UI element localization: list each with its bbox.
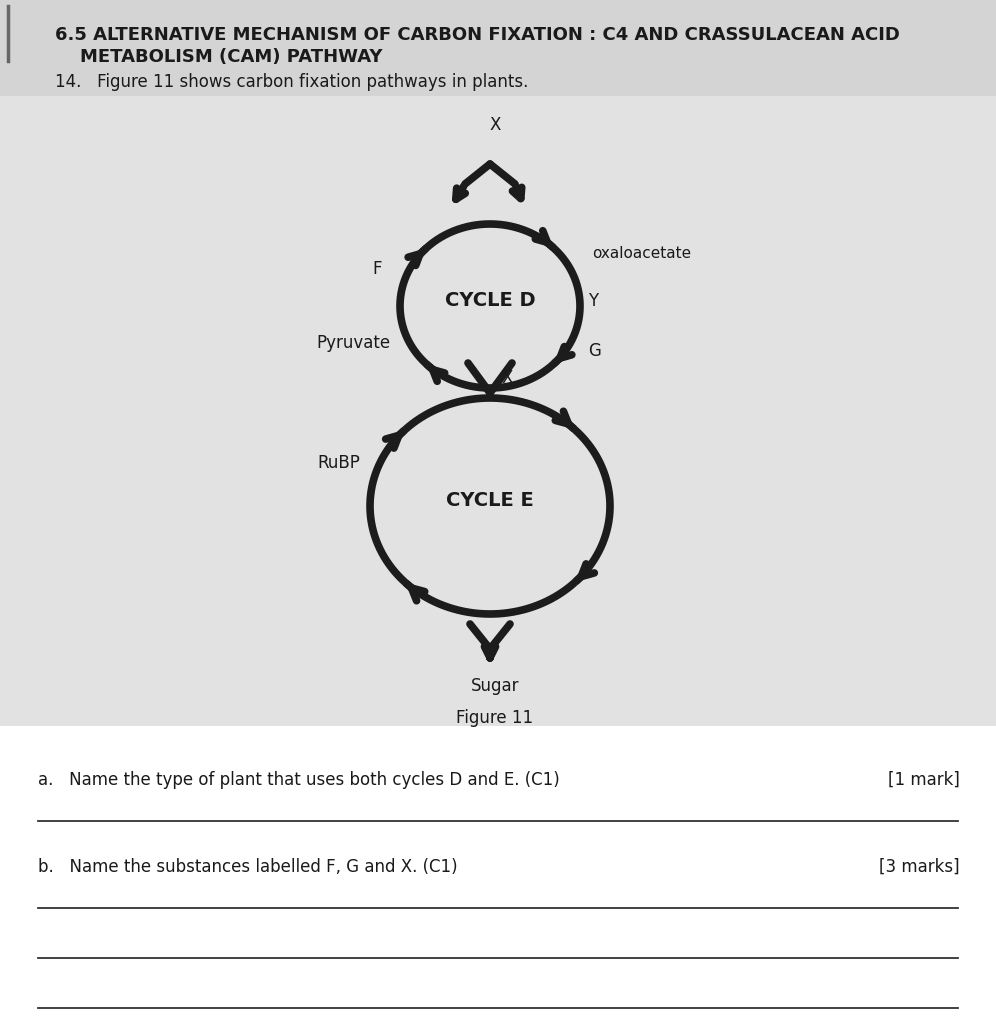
Text: X: X	[502, 369, 513, 387]
Text: RuBP: RuBP	[317, 454, 360, 471]
Bar	[0, 726, 996, 1036]
Text: [3 marks]: [3 marks]	[879, 858, 960, 876]
Text: Figure 11: Figure 11	[456, 709, 534, 727]
Text: b.   Name the substances labelled F, G and X. (C1): b. Name the substances labelled F, G and…	[38, 858, 457, 876]
Text: Sugar: Sugar	[471, 677, 519, 695]
Text: CYCLE D: CYCLE D	[444, 291, 535, 311]
Text: a.   Name the type of plant that uses both cycles D and E. (C1): a. Name the type of plant that uses both…	[38, 771, 560, 789]
Text: 6.5 ALTERNATIVE MECHANISM OF CARBON FIXATION : C4 AND CRASSULACEAN ACID: 6.5 ALTERNATIVE MECHANISM OF CARBON FIXA…	[55, 26, 899, 44]
Text: F: F	[373, 260, 382, 278]
Text: oxaloacetate: oxaloacetate	[592, 246, 691, 261]
Text: CYCLE E: CYCLE E	[446, 491, 534, 511]
Text: 14.   Figure 11 shows carbon fixation pathways in plants.: 14. Figure 11 shows carbon fixation path…	[55, 73, 528, 91]
Text: G: G	[588, 342, 601, 361]
Text: [1 mark]: [1 mark]	[888, 771, 960, 789]
Text: Y: Y	[588, 292, 599, 310]
Text: Pyruvate: Pyruvate	[316, 334, 390, 352]
Bar	[0, 0, 996, 96]
Text: METABOLISM (CAM) PATHWAY: METABOLISM (CAM) PATHWAY	[55, 48, 382, 66]
Text: X: X	[489, 116, 501, 134]
